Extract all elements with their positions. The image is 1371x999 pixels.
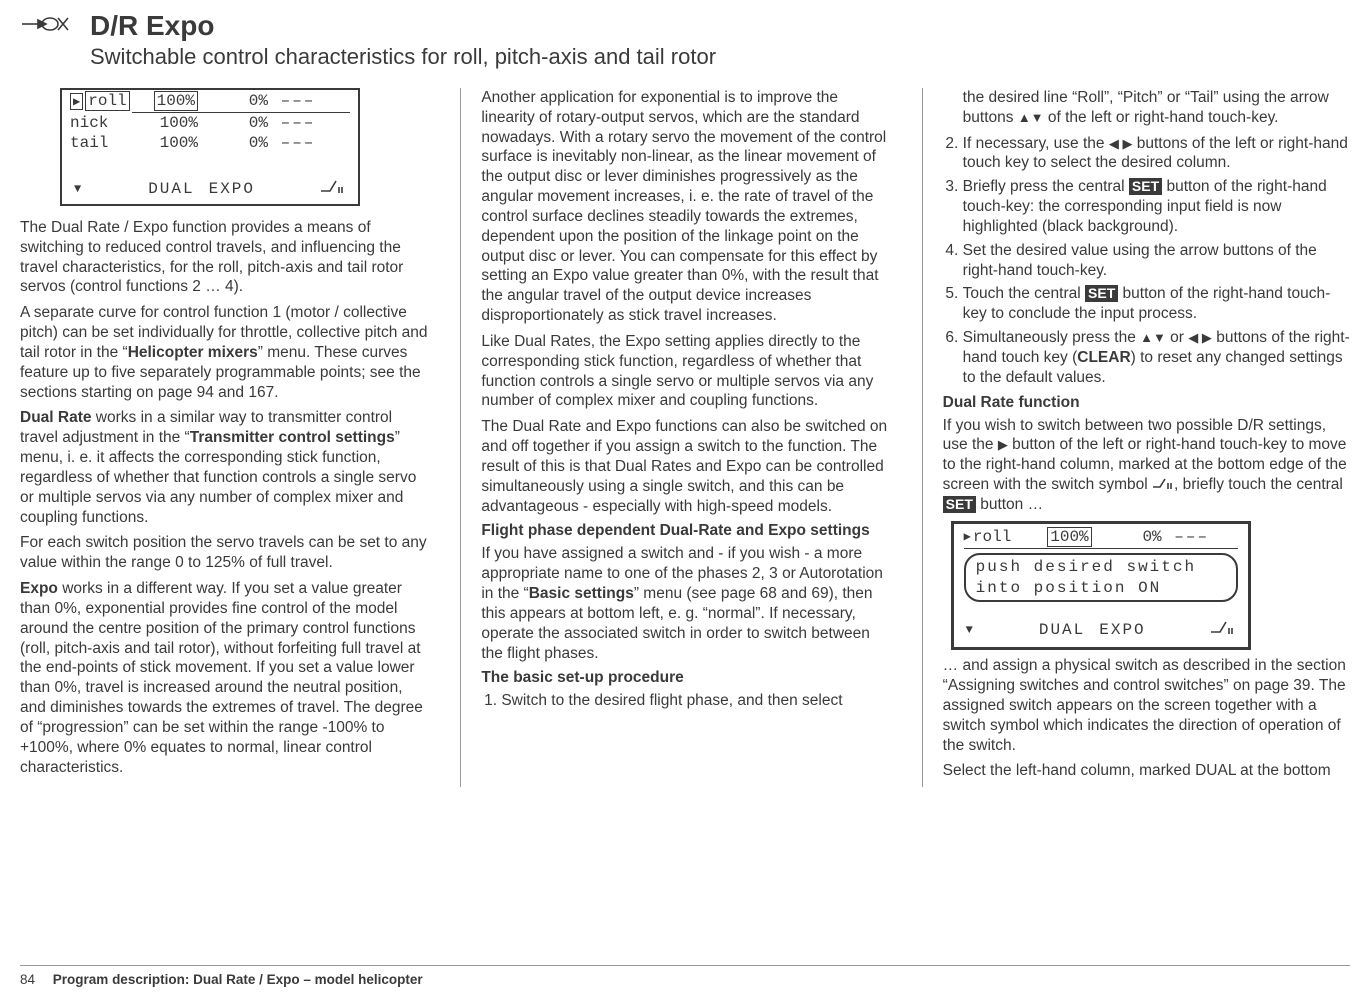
col3-list: If necessary, use the ◀ ▶ buttons of the… <box>943 134 1351 388</box>
col3-li6: Simultaneously press the ▲▼ or ◀ ▶ butto… <box>963 328 1351 387</box>
column-1: ▶roll 100% 0% ––– nick 100% 0% ––– tail … <box>20 88 428 787</box>
col3-li4: Set the desired value using the arrow bu… <box>963 241 1351 281</box>
col3-li3: Briefly press the central SET button of … <box>963 177 1351 236</box>
set-badge: SET <box>1129 178 1162 195</box>
column-2: Another application for exponential is t… <box>460 88 889 787</box>
col2-p3: The Dual Rate and Expo functions can als… <box>481 417 889 516</box>
lcd-sw: ––– <box>1162 528 1222 546</box>
lcd-panel-1: ▶roll 100% 0% ––– nick 100% 0% ––– tail … <box>60 88 360 206</box>
col3-p1: If you wish to switch between two possib… <box>943 416 1351 515</box>
lcd-foot: ▼ DUAL EXPO <box>62 175 358 204</box>
col1-p2: A separate curve for control function 1 … <box>20 303 428 402</box>
caret-right-icon: ▶ <box>70 93 83 110</box>
col3-li2: If necessary, use the ◀ ▶ buttons of the… <box>963 134 1351 174</box>
col1-p3: Dual Rate works in a similar way to tran… <box>20 408 428 527</box>
col3-li1-cont: the desired line “Roll”, “Pitch” or “Tai… <box>943 88 1351 128</box>
page-header: D/R Expo Switchable control characterist… <box>20 10 1351 70</box>
lcd-label: roll <box>85 91 129 111</box>
dr-expo-icon <box>20 12 76 41</box>
lcd-row-nick: nick 100% 0% ––– <box>62 113 358 133</box>
left-right-icon: ◀ ▶ <box>1188 330 1212 345</box>
lcd-foot-dual: DUAL <box>148 180 194 198</box>
lcd-expo: 0% <box>1092 528 1162 546</box>
lcd2-msg1: push desired switch <box>976 557 1226 578</box>
col1-p5: Expo works in a different way. If you se… <box>20 579 428 777</box>
page-subtitle: Switchable control characteristics for r… <box>90 44 716 70</box>
lcd-row-roll: ▶roll 100% 0% ––– <box>62 90 358 112</box>
col2-li1: Switch to the desired flight phase, and … <box>501 691 889 711</box>
lcd2-message: push desired switch into position ON <box>964 553 1238 603</box>
lcd-foot-expo: EXPO <box>1099 621 1145 639</box>
up-down-icon: ▲▼ <box>1140 330 1166 345</box>
col2-p1: Another application for exponential is t… <box>481 88 889 326</box>
up-down-icon: ▲▼ <box>1018 110 1044 125</box>
lcd-panel-2: ▶roll 100% 0% ––– push desired switch in… <box>951 521 1251 651</box>
lcd2-row-roll: ▶roll 100% 0% ––– <box>964 528 1238 549</box>
lcd2-foot: ▼ DUAL EXPO <box>954 614 1248 647</box>
lcd-dual: 100% <box>154 91 198 111</box>
col3-h1: Dual Rate function <box>943 394 1351 412</box>
col3-p3: Select the left-hand column, marked DUAL… <box>943 761 1351 781</box>
set-badge: SET <box>1085 285 1118 302</box>
lcd-dual: 100% <box>1047 527 1091 547</box>
col3-p2: … and assign a physical switch as descri… <box>943 656 1351 755</box>
col2-h2: The basic set-up procedure <box>481 669 889 687</box>
col2-h1: Flight phase dependent Dual-Rate and Exp… <box>481 522 889 540</box>
lcd-sw: ––– <box>268 134 328 152</box>
lcd-foot-dual: DUAL <box>1039 621 1085 639</box>
left-right-icon: ◀ ▶ <box>1109 136 1133 151</box>
content-columns: ▶roll 100% 0% ––– nick 100% 0% ––– tail … <box>20 88 1351 787</box>
column-3: the desired line “Roll”, “Pitch” or “Tai… <box>922 88 1351 787</box>
lcd-label: tail <box>70 134 128 152</box>
col2-p4: If you have assigned a switch and - if y… <box>481 544 889 663</box>
page-number: 84 <box>20 972 35 987</box>
caret-right-icon: ▶ <box>964 529 971 544</box>
page-title: D/R Expo <box>90 10 716 42</box>
caret-down-icon: ▼ <box>74 182 83 196</box>
lcd-sw: ––– <box>268 92 328 110</box>
lcd-dual: 100% <box>128 114 198 132</box>
lcd-sw: ––– <box>268 114 328 132</box>
col1-p1: The Dual Rate / Expo function provides a… <box>20 218 428 297</box>
lcd-foot-expo: EXPO <box>209 180 255 198</box>
col2-list: Switch to the desired flight phase, and … <box>481 691 889 711</box>
lcd-label: roll <box>973 528 1011 546</box>
right-icon: ▶ <box>998 437 1008 452</box>
lcd2-msg2: into position ON <box>976 578 1226 599</box>
col2-p2: Like Dual Rates, the Expo setting applie… <box>481 332 889 411</box>
col1-p4: For each switch position the servo trave… <box>20 533 428 573</box>
lcd-expo: 0% <box>198 114 268 132</box>
col3-li5: Touch the central SET button of the righ… <box>963 284 1351 324</box>
footer-text: Program description: Dual Rate / Expo – … <box>53 972 423 987</box>
title-block: D/R Expo Switchable control characterist… <box>90 10 716 70</box>
set-badge: SET <box>943 496 976 513</box>
lcd-label: nick <box>70 114 128 132</box>
lcd-expo: 0% <box>198 92 268 110</box>
caret-down-icon: ▼ <box>966 623 975 637</box>
page-footer: 84 Program description: Dual Rate / Expo… <box>20 965 1350 987</box>
switch-icon <box>320 179 346 198</box>
lcd-row-tail: tail 100% 0% ––– <box>62 133 358 153</box>
switch-icon <box>1210 620 1236 639</box>
switch-icon <box>1152 475 1174 495</box>
lcd-dual: 100% <box>128 134 198 152</box>
lcd-expo: 0% <box>198 134 268 152</box>
